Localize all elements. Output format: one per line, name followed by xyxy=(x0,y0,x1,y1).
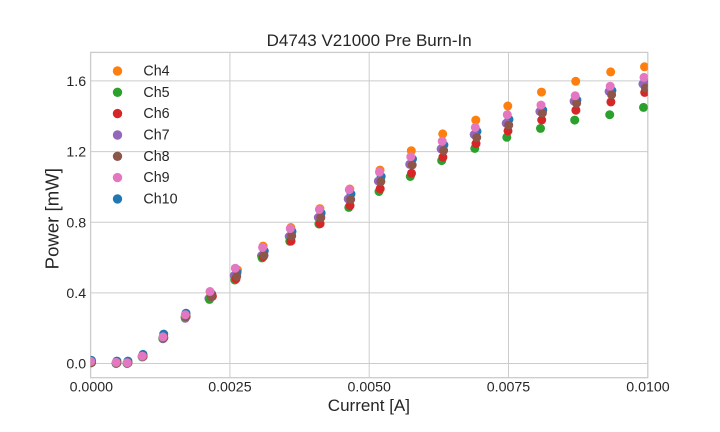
svg-text:Ch6: Ch6 xyxy=(143,106,169,122)
svg-text:Ch10: Ch10 xyxy=(143,192,177,208)
svg-text:Ch9: Ch9 xyxy=(143,170,169,186)
svg-text:0.4: 0.4 xyxy=(66,286,86,302)
svg-text:0.8: 0.8 xyxy=(66,215,86,231)
svg-text:Power [mW]: Power [mW] xyxy=(41,168,62,269)
svg-text:Ch8: Ch8 xyxy=(143,149,169,165)
svg-text:0.0075: 0.0075 xyxy=(487,379,531,395)
svg-text:D4743 V21000 Pre Burn-In: D4743 V21000 Pre Burn-In xyxy=(267,31,472,50)
svg-text:Current [A]: Current [A] xyxy=(328,396,410,415)
svg-text:0.0100: 0.0100 xyxy=(626,379,670,395)
svg-text:Ch4: Ch4 xyxy=(143,64,169,80)
svg-text:0.0050: 0.0050 xyxy=(347,379,391,395)
svg-text:0.0000: 0.0000 xyxy=(70,379,114,395)
svg-text:Ch7: Ch7 xyxy=(143,128,169,144)
svg-text:Ch5: Ch5 xyxy=(143,85,169,101)
svg-text:0.0025: 0.0025 xyxy=(208,379,252,395)
svg-text:1.2: 1.2 xyxy=(66,145,86,161)
svg-text:1.6: 1.6 xyxy=(66,74,86,90)
svg-text:0.0: 0.0 xyxy=(66,357,86,373)
